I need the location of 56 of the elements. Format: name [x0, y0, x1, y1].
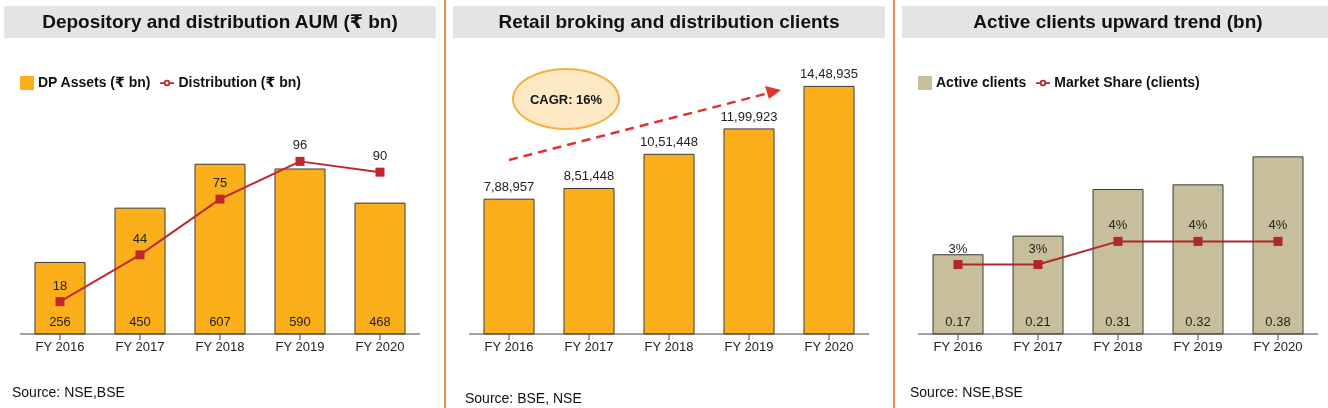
ellipse-callout: CAGR: 16%	[512, 68, 620, 130]
data-label: 256	[49, 314, 71, 329]
data-label: 4%	[1188, 217, 1208, 233]
x-tick-label: FY 2016	[35, 339, 85, 355]
x-tick-label: FY 2018	[1093, 339, 1143, 355]
data-label: 450	[129, 314, 151, 329]
data-label: 0.38	[1265, 314, 1291, 329]
data-label: 44	[132, 230, 148, 246]
chart-title: Depository and distribution AUM (₹ bn)	[4, 6, 436, 38]
data-label: 10,51,448	[640, 134, 698, 150]
data-label: 96	[292, 137, 308, 153]
x-tick-label: FY 2019	[724, 339, 774, 355]
x-tick-label: FY 2017	[564, 339, 614, 355]
chart-title: Retail broking and distribution clients	[453, 6, 885, 38]
data-label: 75	[212, 175, 228, 191]
data-label: 14,48,935	[800, 66, 858, 82]
legend-label: Market Share (clients)	[1054, 74, 1200, 90]
point	[135, 250, 145, 260]
legend-label: Active clients	[936, 74, 1027, 90]
point	[295, 156, 305, 166]
data-label: 0.31	[1105, 314, 1131, 329]
source-note: Source: NSE,BSE	[12, 384, 125, 400]
data-label: 0.17	[945, 314, 971, 329]
data-label: 8,51,448	[563, 168, 615, 184]
x-tick-label: FY 2017	[1013, 339, 1063, 355]
data-label: 4%	[1268, 217, 1288, 233]
legend-label: DP Assets (₹ bn)	[38, 74, 151, 90]
source-note: Source: NSE,BSE	[910, 384, 1023, 400]
x-tick-label: FY 2016	[484, 339, 534, 355]
data-label: 90	[372, 148, 388, 164]
data-label: 11,99,923	[720, 108, 778, 124]
data-label: 590	[289, 314, 311, 329]
chart-title: Active clients upward trend (bn)	[902, 6, 1328, 38]
source-note: Source: BSE, NSE	[465, 390, 582, 406]
data-label: 0.32	[1185, 314, 1211, 329]
point	[375, 167, 385, 177]
legend-label: Distribution (₹ bn)	[178, 74, 301, 90]
x-tick-label: FY 2019	[275, 339, 325, 355]
data-label: 3%	[1028, 240, 1048, 256]
data-label: 3%	[948, 240, 968, 256]
point	[215, 194, 225, 204]
x-tick-label: FY 2018	[644, 339, 694, 355]
data-label: 0.21	[1025, 314, 1051, 329]
x-tick-label: FY 2016	[933, 339, 983, 355]
x-tick-label: FY 2019	[1173, 339, 1223, 355]
x-tick-label: FY 2017	[115, 339, 165, 355]
x-tick-label: FY 2020	[355, 339, 405, 355]
x-tick-label: FY 2020	[1253, 339, 1303, 355]
point	[55, 297, 65, 307]
data-label: 468	[369, 314, 391, 329]
x-tick-label: FY 2020	[804, 339, 854, 355]
data-label: 607	[209, 314, 231, 329]
data-label: 18	[52, 277, 68, 293]
data-label: 4%	[1108, 217, 1128, 233]
x-tick-label: FY 2018	[195, 339, 245, 355]
data-label: 7,88,957	[483, 179, 535, 195]
